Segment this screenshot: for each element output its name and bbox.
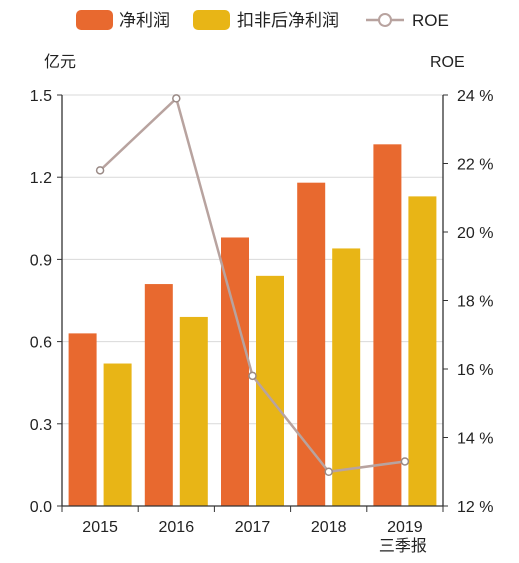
bar-net-profit bbox=[68, 333, 97, 506]
left-axis-ticks: 0.0 0.3 0.6 0.9 1.2 1.5 bbox=[30, 88, 52, 516]
roe-point bbox=[400, 457, 410, 466]
right-tick-label: 20 % bbox=[457, 225, 493, 242]
left-tick-label: 0.0 bbox=[30, 499, 52, 516]
right-tick-label: 22 % bbox=[457, 157, 493, 174]
bar-deducted-net-profit bbox=[332, 248, 361, 506]
x-tick-label: 2018 bbox=[311, 519, 347, 536]
legend-swatch-net-profit bbox=[76, 10, 113, 30]
legend-swatch-deducted-net-profit bbox=[193, 10, 230, 30]
right-tick-label: 18 % bbox=[457, 294, 493, 311]
x-tick-sublabel: 三季报 bbox=[379, 537, 427, 555]
bar-deducted-net-profit bbox=[103, 363, 132, 506]
bar-net-profit bbox=[373, 144, 402, 506]
roe-line bbox=[95, 94, 410, 476]
bar-deducted-net-profit bbox=[256, 275, 284, 506]
left-tick-label: 0.3 bbox=[30, 417, 52, 434]
x-tick-label: 2017 bbox=[235, 519, 271, 536]
x-tick-label: 2016 bbox=[159, 519, 195, 536]
legend-marker-roe bbox=[378, 13, 392, 27]
legend-label-deducted-net-profit: 扣非后净利润 bbox=[237, 11, 339, 30]
right-tick-label: 14 % bbox=[457, 431, 493, 448]
left-tick-label: 0.6 bbox=[30, 335, 52, 352]
right-axis-ticks: 12 % 14 % 16 % 18 % 20 % 22 % 24 % bbox=[457, 88, 493, 516]
roe-point bbox=[95, 166, 105, 175]
axes bbox=[57, 94, 448, 512]
legend: 净利润 扣非后净利润 ROE bbox=[76, 10, 449, 30]
right-tick-label: 12 % bbox=[457, 499, 493, 516]
roe-point bbox=[172, 94, 181, 103]
bars bbox=[68, 144, 437, 507]
bar-net-profit bbox=[144, 284, 173, 506]
left-tick-label: 0.9 bbox=[30, 252, 52, 269]
right-tick-label: 16 % bbox=[457, 362, 493, 379]
right-tick-label: 24 % bbox=[457, 88, 493, 105]
bar-deducted-net-profit bbox=[408, 196, 437, 506]
roe-point bbox=[324, 467, 333, 476]
x-tick-label: 2019 bbox=[387, 519, 423, 536]
bar-net-profit bbox=[297, 182, 326, 506]
left-tick-label: 1.5 bbox=[30, 88, 52, 105]
x-tick-label: 2015 bbox=[82, 519, 118, 536]
bar-deducted-net-profit bbox=[179, 316, 208, 506]
roe-point bbox=[248, 371, 257, 381]
left-axis-unit-label: 亿元 bbox=[44, 53, 76, 71]
left-tick-label: 1.2 bbox=[30, 170, 52, 187]
legend-label-net-profit: 净利润 bbox=[119, 11, 170, 30]
legend-label-roe: ROE bbox=[412, 11, 449, 30]
right-axis-unit-label: ROE bbox=[430, 54, 465, 71]
